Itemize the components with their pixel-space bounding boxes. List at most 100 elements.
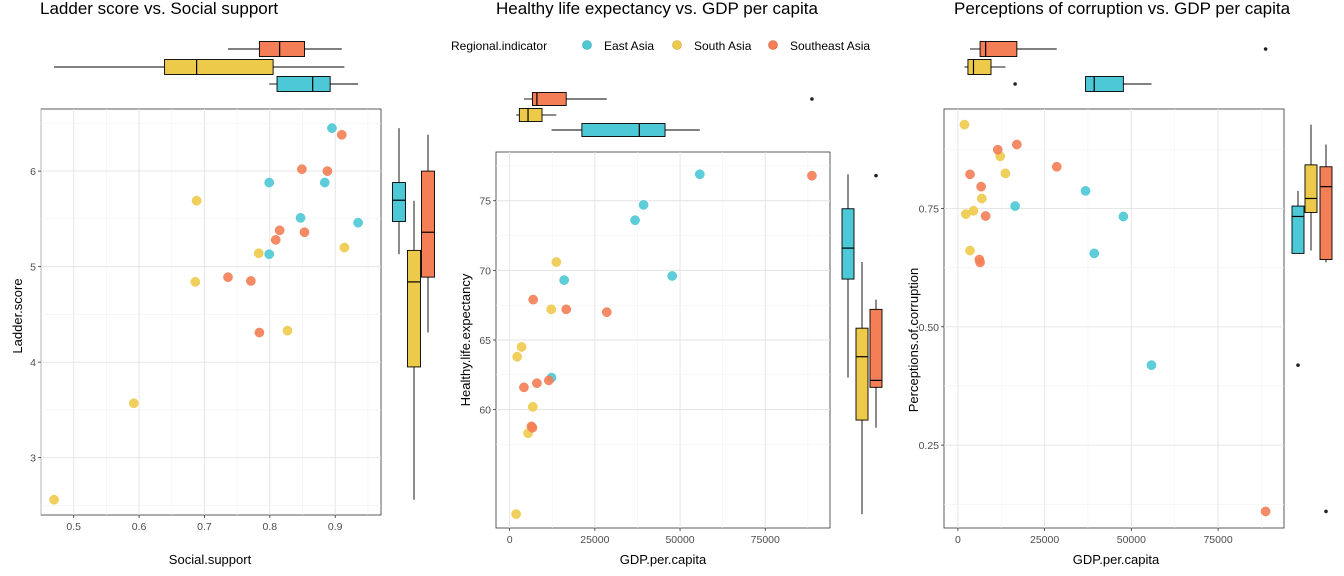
legend-swatch-south-asia	[672, 40, 682, 50]
box-southeast-asia	[979, 41, 1018, 57]
point-east-asia	[667, 271, 678, 281]
panel-life-vs-gdp: Healthy life expectancy vs. GDP per capi…	[451, 0, 883, 567]
box-east-asia	[1085, 76, 1124, 92]
chart-title-ladder: Ladder score vs. Social support	[40, 0, 278, 18]
legend-label-east-asia: East Asia	[604, 39, 654, 53]
gridlines-corruption	[944, 109, 1284, 528]
box-east-asia	[581, 123, 666, 137]
y-tick-label: 60	[479, 405, 491, 417]
point-southeast-asia	[1012, 139, 1022, 150]
point-south-asia	[128, 398, 139, 409]
x-tick-label: 25000	[1030, 534, 1059, 546]
point-southeast-asia	[299, 227, 310, 238]
point-east-asia	[638, 200, 649, 210]
x-tick-label: 25000	[580, 534, 609, 546]
y-axis-label-ladder: Ladder.score	[10, 278, 25, 353]
box-south-asia	[407, 249, 421, 368]
x-axis-label-life: GDP.per.capita	[620, 552, 707, 567]
box-east-asia	[841, 208, 855, 280]
y-tick-label: 6	[30, 166, 36, 178]
box-south-asia	[164, 59, 274, 75]
point-south-asia	[190, 277, 201, 287]
y-tick-label: 0.25	[919, 440, 940, 452]
point-southeast-asia	[274, 225, 285, 236]
points-life	[511, 169, 817, 519]
point-south-asia	[516, 342, 527, 352]
y-tick-label: 4	[30, 357, 36, 369]
point-east-asia	[264, 177, 275, 188]
y-axis-label-life: Healthy.life.expectancy	[458, 273, 473, 406]
point-southeast-asia	[336, 129, 347, 140]
point-south-asia	[1000, 168, 1011, 179]
x-axis-label-ladder: Social.support	[169, 552, 252, 567]
x-tick-label: 0	[507, 534, 513, 546]
y-tick-label: 0.50	[919, 322, 940, 334]
point-southeast-asia	[561, 304, 572, 315]
y-tick-label: 0.75	[919, 203, 940, 215]
box-southeast-asia	[421, 170, 435, 278]
legend-swatch-east-asia	[582, 40, 592, 50]
gridlines-ladder	[40, 109, 381, 515]
point-southeast-asia	[975, 257, 985, 268]
tick-labels-life: 0 25000 50000 75000 60 65 70 75	[479, 196, 780, 546]
point-south-asia	[527, 401, 538, 412]
x-tick-label: 75000	[1203, 534, 1232, 546]
point-east-asia	[694, 169, 705, 180]
x-tick-label: 0.9	[328, 521, 343, 533]
point-southeast-asia	[527, 422, 538, 433]
tick-labels-ladder: 0.5 0.6 0.7 0.8 0.9 3 4 5 6	[30, 166, 343, 533]
point-south-asia	[961, 209, 971, 219]
x-tick-label: 0.7	[197, 521, 212, 533]
box-east-asia	[276, 76, 331, 92]
plot-area-corruption	[943, 108, 1285, 529]
x-tick-label: 0.5	[66, 521, 81, 533]
box-southeast-asia	[869, 308, 883, 388]
point-southeast-asia	[976, 181, 986, 192]
point-southeast-asia	[297, 164, 307, 175]
point-east-asia	[1080, 186, 1091, 196]
point-east-asia	[1118, 211, 1129, 222]
top-marginal-boxplots-ladder	[54, 41, 359, 92]
point-southeast-asia	[270, 235, 281, 245]
legend-label-south-asia: South Asia	[694, 39, 752, 53]
legend-item-east-asia: East Asia	[582, 39, 654, 53]
top-marginal-boxplots-life	[516, 92, 814, 137]
x-tick-label: 50000	[665, 534, 694, 546]
box-southeast-asia	[258, 41, 305, 57]
point-south-asia	[551, 257, 562, 267]
x-axis-label-corruption: GDP.per.capita	[1073, 552, 1160, 567]
box-south-asia	[855, 327, 869, 421]
point-east-asia	[264, 249, 275, 260]
y-axis-label-corruption: Perceptions.of.corruption	[906, 268, 921, 413]
point-south-asia	[512, 351, 522, 362]
y-tick-label: 70	[479, 265, 491, 277]
point-south-asia	[282, 325, 293, 336]
point-south-asia	[976, 193, 987, 204]
chart-title-corruption: Perceptions of corruption vs. GDP per ca…	[954, 0, 1291, 18]
point-southeast-asia	[1051, 161, 1062, 172]
point-south-asia	[339, 242, 350, 253]
point-east-asia	[319, 177, 330, 188]
legend-swatch-southeast-asia	[768, 40, 778, 50]
point-south-asia	[965, 245, 975, 256]
box-south-asia	[1304, 164, 1318, 213]
point-southeast-asia	[223, 272, 233, 282]
box-south-asia	[518, 108, 543, 122]
y-tick-label: 75	[479, 196, 491, 208]
legend-item-south-asia: South Asia	[672, 39, 752, 53]
point-east-asia	[559, 275, 570, 285]
y-tick-label: 65	[479, 335, 491, 347]
legend-title: Regional.indicator	[451, 39, 547, 53]
outlier-east-asia	[1013, 82, 1017, 86]
point-southeast-asia	[992, 144, 1003, 155]
point-east-asia	[1146, 360, 1157, 370]
point-southeast-asia	[254, 327, 265, 338]
y-tick-label: 3	[30, 453, 36, 465]
point-southeast-asia	[980, 211, 991, 221]
outlier-southeast-asia	[1324, 509, 1328, 514]
points-ladder	[49, 123, 363, 505]
point-southeast-asia	[965, 169, 975, 180]
top-marginal-boxplots-corruption	[964, 41, 1268, 92]
outlier-southeast-asia	[810, 97, 814, 101]
